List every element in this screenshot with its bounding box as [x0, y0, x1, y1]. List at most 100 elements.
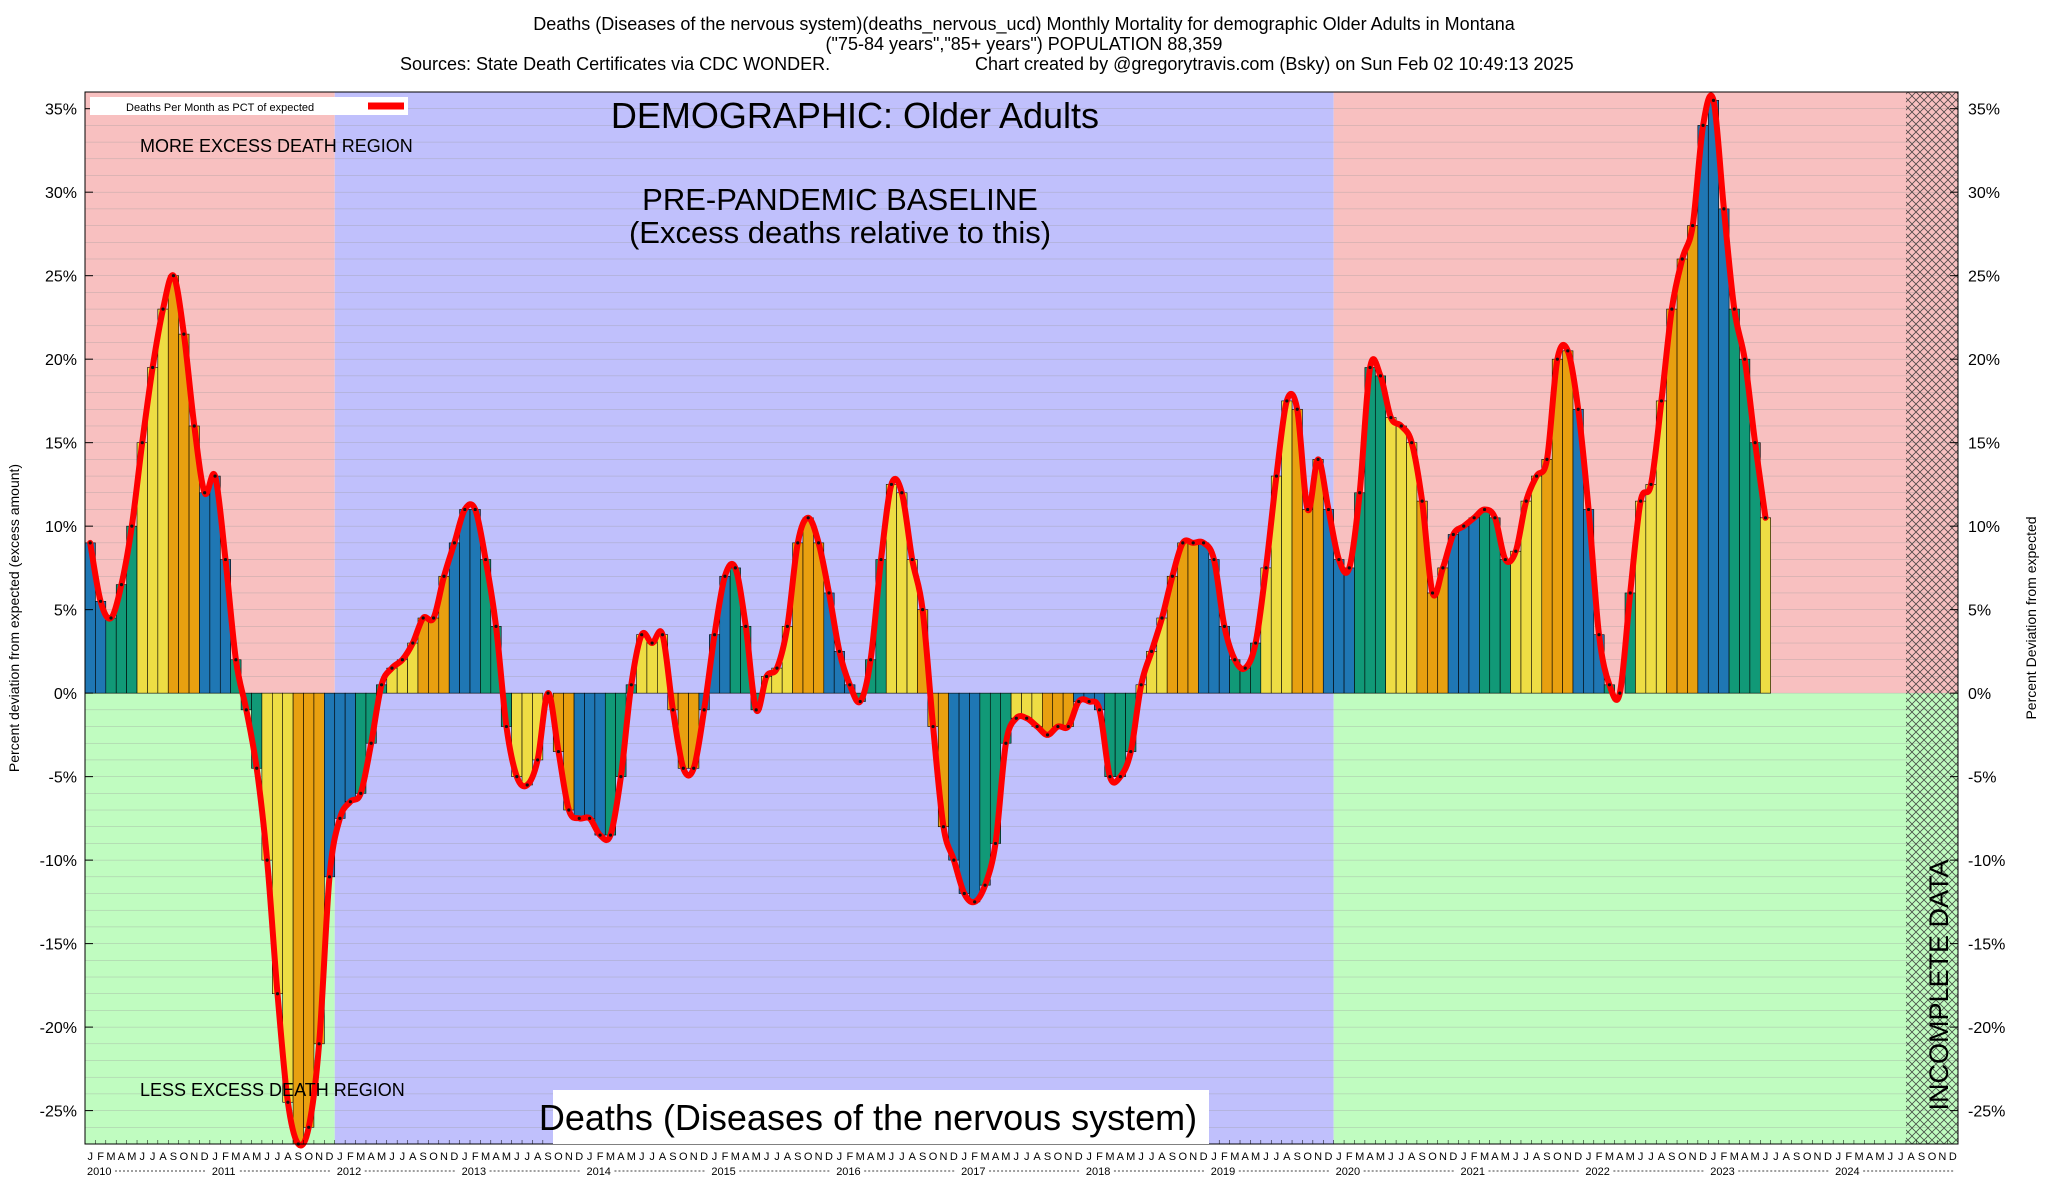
y-tick-label-left: 15%	[45, 436, 77, 453]
x-month-label: N	[1064, 1151, 1072, 1163]
bar	[521, 692, 533, 786]
line-point	[921, 608, 925, 612]
x-month-label: S	[794, 1151, 801, 1163]
x-month-label: J	[639, 1151, 645, 1163]
x-month-label: N	[440, 1151, 448, 1163]
bar	[1562, 350, 1574, 694]
y-tick-label-right: 5%	[1968, 603, 1991, 620]
line-point	[1482, 507, 1487, 512]
bar	[147, 367, 159, 694]
line-point	[463, 507, 467, 512]
x-month-label: J	[1336, 1151, 1342, 1163]
line-point	[88, 541, 92, 545]
x-month-label: F	[1845, 1151, 1852, 1163]
bar	[199, 492, 211, 694]
x-month-label: J	[837, 1151, 843, 1163]
line-point	[1555, 357, 1559, 361]
x-month-label: J	[1149, 1151, 1155, 1163]
line-point	[546, 691, 550, 695]
x-month-label: M	[252, 1151, 261, 1163]
line-point	[1233, 658, 1237, 662]
x-month-label: A	[1658, 1151, 1666, 1163]
x-month-label: A	[909, 1151, 917, 1163]
line-point	[275, 992, 280, 996]
x-month-label: A	[534, 1151, 542, 1163]
bar	[1187, 542, 1199, 694]
line-point	[556, 749, 561, 754]
x-month-label: A	[1616, 1151, 1624, 1163]
x-month-label: M	[1355, 1151, 1364, 1163]
line-point	[1243, 666, 1247, 670]
legend-box	[90, 97, 408, 115]
x-month-label: M	[106, 1151, 115, 1163]
line-point	[650, 641, 654, 645]
excess-line	[87, 92, 1769, 1149]
x-year-label: 2012	[337, 1166, 361, 1178]
more-excess-region-label: MORE EXCESS DEATH REGION	[140, 136, 413, 156]
x-year-label: 2022	[1585, 1166, 1609, 1178]
x-month-label: S	[295, 1151, 302, 1163]
x-month-label: M	[1501, 1151, 1510, 1163]
line-point	[1680, 257, 1684, 261]
y-tick-label-right: -15%	[1968, 937, 2005, 954]
bar	[948, 692, 960, 861]
legend: Deaths Per Month as PCT of expected	[90, 97, 408, 115]
y-tick-label-left: -15%	[40, 937, 77, 954]
x-month-label: J	[1773, 1151, 1779, 1163]
line-point	[681, 766, 685, 770]
line-point	[629, 683, 633, 687]
line-point	[1722, 207, 1726, 211]
x-month-label: F	[222, 1151, 229, 1163]
x-month-label: O	[1054, 1151, 1063, 1163]
bar	[428, 617, 440, 694]
line-point	[359, 791, 363, 795]
bar	[448, 542, 460, 694]
x-month-label: A	[159, 1151, 167, 1163]
bar	[646, 642, 658, 694]
x-month-label: J	[400, 1151, 406, 1163]
line-point	[1691, 223, 1695, 228]
line-point	[1077, 699, 1081, 704]
x-month-label: D	[1449, 1151, 1457, 1163]
line-point	[837, 649, 842, 653]
line-point	[338, 816, 342, 820]
x-month-label: A	[1117, 1151, 1125, 1163]
legend-label: Deaths Per Month as PCT of expected	[126, 102, 314, 114]
x-year-label: 2010	[87, 1166, 111, 1178]
chart-credit-text: Chart created by @gregorytravis.com (Bsk…	[975, 54, 1574, 74]
bar	[958, 692, 970, 894]
x-month-label: F	[846, 1151, 853, 1163]
x-month-label: J	[1211, 1151, 1217, 1163]
x-month-label: N	[1938, 1151, 1946, 1163]
y-tick-label-right: 35%	[1968, 102, 2000, 119]
x-month-label: O	[554, 1151, 563, 1163]
line-point	[1753, 441, 1757, 445]
line-point	[1035, 724, 1039, 729]
line-point	[598, 833, 602, 837]
x-month-label: F	[597, 1151, 604, 1163]
line-point	[1295, 407, 1299, 411]
line-point	[317, 1042, 321, 1046]
line-point	[473, 507, 477, 512]
y-tick-label-left: -20%	[40, 1020, 77, 1037]
x-month-label: A	[867, 1151, 875, 1163]
line-point	[379, 683, 384, 687]
x-month-label: A	[1741, 1151, 1749, 1163]
line-point	[1004, 741, 1008, 745]
x-month-label: A	[1158, 1151, 1166, 1163]
line-point	[1326, 507, 1331, 512]
x-month-label: O	[180, 1151, 189, 1163]
x-month-label: M	[481, 1151, 490, 1163]
line-point	[816, 541, 821, 545]
line-point	[1639, 499, 1643, 503]
x-month-label: J	[275, 1151, 281, 1163]
line-point	[796, 541, 800, 545]
x-year-label: 2014	[586, 1166, 610, 1178]
x-month-label: M	[1730, 1151, 1739, 1163]
line-point	[1597, 633, 1601, 637]
line-point	[1316, 457, 1320, 461]
x-year-label: 2024	[1835, 1166, 1859, 1178]
less-region-post	[1333, 693, 1958, 1144]
bar	[594, 692, 606, 836]
